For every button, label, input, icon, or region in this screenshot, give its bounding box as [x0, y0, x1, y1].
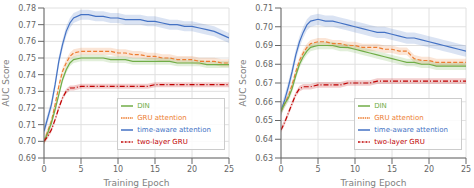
html-text:DIN: DIN — [137, 101, 150, 110]
svg-text:0: 0 — [41, 165, 46, 174]
svg-text:0.66: 0.66 — [255, 98, 273, 107]
svg-text:10: 10 — [113, 165, 123, 174]
svg-text:0.76: 0.76 — [18, 37, 36, 46]
svg-text:0.72: 0.72 — [18, 104, 36, 113]
svg-text:0.68: 0.68 — [255, 60, 273, 69]
svg-text:0: 0 — [278, 165, 283, 174]
svg-text:0.69: 0.69 — [255, 41, 273, 50]
svg-text:0.71: 0.71 — [255, 4, 273, 13]
svg-text:15: 15 — [387, 165, 397, 174]
svg-text:0.63: 0.63 — [255, 154, 273, 163]
html-text:time-aware attention: time-aware attention — [137, 125, 211, 134]
html-text:GRU attention: GRU attention — [137, 113, 187, 122]
html-text:two-layer GRU: two-layer GRU — [137, 137, 188, 146]
svg-text:0.77: 0.77 — [18, 21, 36, 30]
svg-text:25: 25 — [461, 165, 466, 174]
svg-text:20: 20 — [187, 165, 197, 174]
svg-text:0.70: 0.70 — [255, 23, 273, 32]
svg-text:0.69: 0.69 — [18, 154, 36, 163]
svg-text:25: 25 — [224, 165, 234, 174]
svg-text:0.75: 0.75 — [18, 54, 36, 63]
html-text:time-aware attention: time-aware attention — [374, 125, 448, 134]
svg-text:20: 20 — [424, 165, 434, 174]
svg-text:15: 15 — [150, 165, 160, 174]
svg-text:Training Epoch: Training Epoch — [103, 178, 170, 188]
html-text:GRU attention: GRU attention — [374, 113, 424, 122]
svg-text:AUC Score: AUC Score — [238, 59, 248, 107]
svg-text:0.78: 0.78 — [18, 4, 36, 13]
svg-text:AUC Score: AUC Score — [8, 59, 11, 107]
svg-text:5: 5 — [78, 165, 83, 174]
svg-text:0.71: 0.71 — [18, 121, 36, 130]
svg-text:Training Epoch: Training Epoch — [340, 178, 407, 188]
svg-text:0.67: 0.67 — [255, 79, 273, 88]
svg-text:5: 5 — [315, 165, 320, 174]
svg-text:0.70: 0.70 — [18, 137, 36, 146]
svg-text:0.65: 0.65 — [255, 116, 273, 125]
svg-text:0.73: 0.73 — [18, 87, 36, 96]
html-text:DIN: DIN — [374, 101, 387, 110]
html-text:two-layer GRU: two-layer GRU — [374, 137, 425, 146]
svg-text:0.64: 0.64 — [255, 135, 273, 144]
svg-text:10: 10 — [350, 165, 360, 174]
svg-text:0.74: 0.74 — [18, 71, 36, 80]
